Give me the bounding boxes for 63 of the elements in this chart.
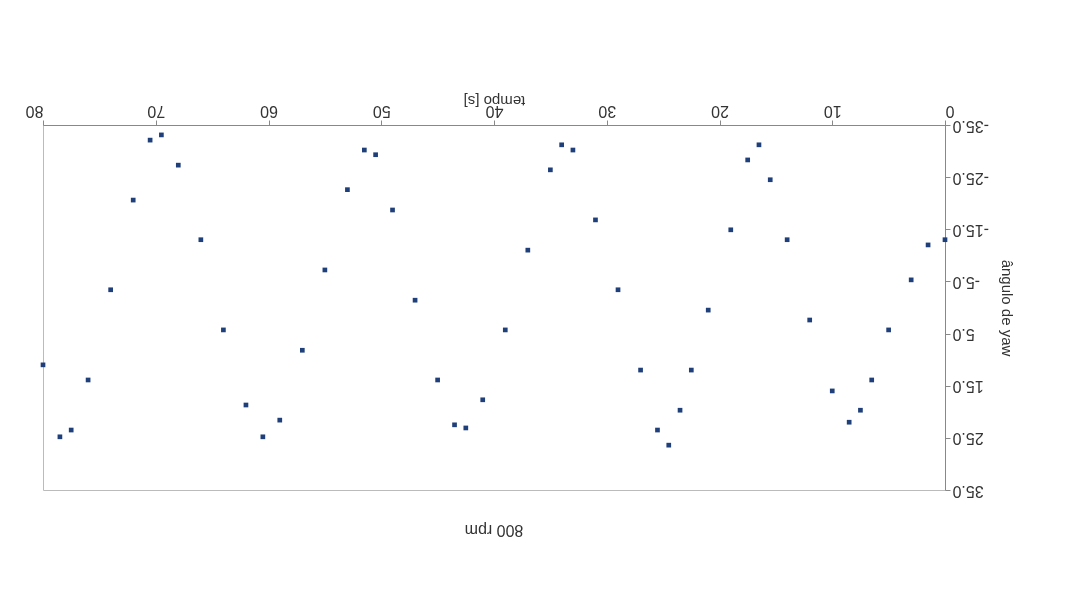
point (655, 427, 660, 433)
point (688, 367, 694, 373)
point (452, 422, 457, 428)
y-tick-label: -5.0 (952, 273, 981, 291)
point (480, 397, 486, 403)
point (593, 217, 598, 223)
y-tick-label: 15.0 (952, 378, 984, 396)
x-tick-label: 80 (25, 102, 44, 120)
point (299, 347, 305, 353)
point (502, 327, 508, 333)
point (728, 227, 734, 233)
point (858, 407, 863, 413)
point (846, 419, 852, 425)
point (767, 177, 773, 183)
y-axis-title: ângulo de yaw (998, 259, 1016, 357)
x-tick-label: 60 (260, 102, 278, 120)
y-tick-label: 25.0 (952, 430, 984, 448)
point (745, 157, 751, 163)
point (886, 327, 891, 333)
x-tick-label: 70 (147, 102, 166, 120)
point (412, 297, 418, 303)
point (756, 142, 762, 148)
point (559, 142, 564, 148)
point (869, 377, 875, 383)
point (784, 237, 790, 243)
point (108, 287, 113, 293)
text: 800 rpm (464, 522, 524, 539)
point (373, 152, 378, 158)
point (361, 147, 367, 153)
point (130, 197, 136, 203)
point (221, 327, 226, 333)
x-tick-label: 0 (945, 102, 955, 120)
x-tick-label: 50 (372, 102, 391, 120)
y-tick-label: -25.0 (952, 169, 989, 187)
point (677, 407, 683, 413)
y-tick-label: 35.0 (952, 482, 984, 500)
point (345, 187, 350, 192)
point (260, 434, 266, 440)
point (615, 287, 621, 293)
point (666, 442, 672, 448)
y-tick-label: 5.0 (952, 326, 975, 344)
y-tick-label: -35.0 (952, 117, 989, 135)
point (435, 377, 440, 383)
point (277, 417, 283, 423)
point (548, 167, 553, 173)
point (829, 388, 835, 394)
x-tick-label: 20 (711, 102, 729, 120)
point (57, 434, 63, 440)
x-tick-label: 30 (598, 102, 617, 120)
point (705, 307, 711, 313)
x-tick-label: 10 (823, 102, 842, 120)
point (942, 237, 948, 243)
point (638, 367, 643, 373)
point (68, 427, 74, 433)
point (159, 132, 164, 138)
point (390, 207, 395, 213)
y-tick-label: -15.0 (952, 221, 989, 239)
point (525, 247, 531, 253)
point (807, 317, 813, 323)
point (175, 162, 181, 168)
point (908, 277, 914, 283)
point (198, 237, 204, 243)
point (463, 425, 469, 431)
